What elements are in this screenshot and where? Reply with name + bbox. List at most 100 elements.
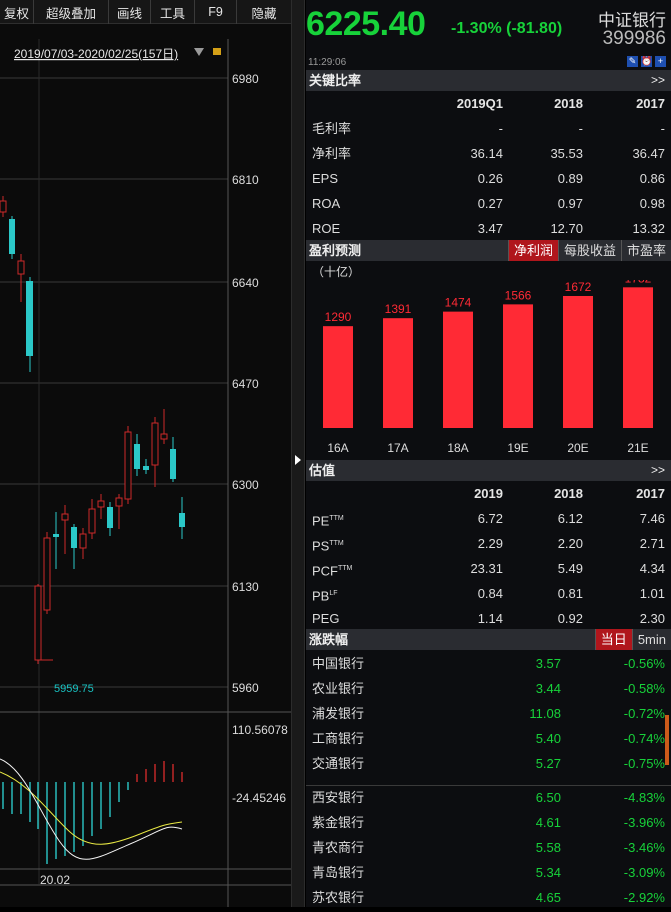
table-cell: 2.20	[557, 536, 583, 551]
table-row: ROE 3.47 12.70 13.32	[306, 216, 671, 241]
toolbar-hide-button[interactable]: 隐藏	[251, 6, 277, 21]
date-range-label[interactable]: 2019/07/03-2020/02/25(157日)	[14, 47, 178, 61]
table-row: PBLF 0.84 0.81 1.01	[306, 581, 671, 606]
tab-pe[interactable]: 市盈率	[620, 240, 671, 261]
lock-icon[interactable]	[213, 48, 221, 55]
bar-value-label: 1566	[505, 288, 532, 302]
forecast-bar	[323, 326, 353, 428]
toolbar-f9-button[interactable]: F9	[195, 0, 237, 24]
bar-value-label: 1672	[565, 280, 592, 294]
stock-row[interactable]: 紫金银行 4.61 -3.96%	[306, 810, 671, 835]
dropdown-arrow-icon[interactable]	[194, 48, 204, 56]
macd-max-label: 110.56078	[232, 723, 288, 737]
row-label: PSTTM	[312, 538, 344, 554]
stock-name: 工商银行	[312, 731, 365, 746]
table-cell: 36.14	[470, 146, 503, 161]
table-cell: 12.70	[550, 221, 583, 236]
row-label: PBLF	[312, 588, 338, 604]
row-label-sup: TTM	[329, 515, 344, 522]
more-link[interactable]: >>	[650, 463, 665, 477]
tab-net-profit[interactable]: 净利润	[507, 240, 558, 261]
table-row: EPS 0.26 0.89 0.86	[306, 166, 671, 191]
kline-panel[interactable]: 复权 超级叠加 画线 工具 F9 隐藏 2019/07/03-2020/02/2…	[0, 0, 291, 907]
low-price-label: 5959.75	[54, 683, 94, 695]
scrollbar-thumb[interactable]	[665, 715, 669, 765]
tab-today[interactable]: 当日	[594, 629, 632, 650]
table-cell: 0.27	[477, 196, 503, 211]
table-cell: 0.98	[639, 196, 665, 211]
bar-category-label: 19E	[507, 441, 528, 455]
forecast-bar	[503, 304, 533, 428]
table-cell: 0.84	[477, 586, 503, 601]
table-row: 净利率 36.14 35.53 36.47	[306, 141, 671, 166]
stock-name: 浦发银行	[312, 706, 365, 721]
stock-row[interactable]: 青农商行 5.58 -3.46%	[306, 835, 671, 860]
stock-row[interactable]: 中国银行 3.57 -0.56%	[306, 651, 671, 676]
stock-name: 中国银行	[312, 656, 365, 671]
section-title: 涨跌幅	[309, 632, 349, 647]
stock-row[interactable]: 西安银行 6.50 -4.83%	[306, 785, 671, 810]
forecast-bar	[443, 311, 473, 428]
stock-row[interactable]: 交通银行 5.27 -0.75%	[306, 751, 671, 776]
table-cell: 0.26	[477, 171, 503, 186]
toolbar-fuquan-button[interactable]: 复权	[0, 0, 34, 24]
stock-change: -4.83%	[623, 790, 665, 805]
toolbar-tools-button[interactable]: 工具	[151, 0, 195, 24]
table-cell: 0.89	[557, 171, 583, 186]
candlestick-chart[interactable]: 2019/07/03-2020/02/25(157日) 6980 6810 66…	[0, 24, 291, 907]
stock-change: -3.09%	[623, 865, 665, 880]
more-link[interactable]: >>	[650, 73, 665, 87]
stock-name: 紫金银行	[312, 815, 365, 830]
stock-row[interactable]: 浦发银行 11.08 -0.72%	[306, 701, 671, 726]
table-cell: 0.86	[639, 171, 665, 186]
panel-splitter[interactable]	[291, 0, 305, 907]
table-cell: 23.31	[470, 561, 503, 576]
add-icon[interactable]: +	[655, 56, 666, 67]
stock-name: 交通银行	[312, 756, 365, 771]
y-tick: 6640	[232, 276, 259, 290]
last-price: 6225.40	[306, 5, 426, 43]
stock-row[interactable]: 苏农银行 4.65 -2.92%	[306, 885, 671, 907]
tab-eps[interactable]: 每股收益	[557, 240, 621, 261]
table-row: PSTTM 2.29 2.20 2.71	[306, 531, 671, 556]
alarm-icon[interactable]: ⏰	[641, 56, 653, 67]
stock-row[interactable]: 青岛银行 5.34 -3.09%	[306, 860, 671, 885]
stock-pe: 4.61	[535, 815, 561, 830]
expand-arrow-icon[interactable]	[295, 455, 301, 465]
forecast-bar	[563, 296, 593, 428]
security-code: 399986	[602, 28, 666, 49]
table-cell: 0.81	[557, 586, 583, 601]
toolbar-overlay-button[interactable]: 超级叠加	[34, 0, 109, 24]
stock-pe: 11.08	[529, 706, 561, 721]
bar-category-label: 17A	[387, 441, 408, 455]
y-tick: 5960	[232, 681, 259, 695]
stock-pe: 5.34	[535, 865, 561, 880]
stock-change: -3.96%	[623, 815, 665, 830]
stock-row[interactable]: 农业银行 3.44 -0.58%	[306, 676, 671, 701]
bar-value-label: 1782	[625, 280, 652, 285]
section-title: 关键比率	[309, 73, 362, 88]
stock-row[interactable]: 工商银行 5.40 -0.74%	[306, 726, 671, 751]
row-label: EPS	[312, 171, 339, 186]
table-cell: 2018	[554, 96, 583, 111]
stock-change: -0.56%	[623, 656, 665, 671]
table-cell: 7.46	[639, 511, 665, 526]
info-panel: 6225.40 -1.30% (-81.80) 中证银行 399986 11:2…	[306, 0, 671, 907]
edit-icon[interactable]: ✎	[627, 56, 638, 67]
bar-category-label: 18A	[447, 441, 468, 455]
toolbar-draw-button[interactable]: 画线	[109, 0, 151, 24]
table-cell: 2019	[474, 486, 503, 501]
table-row: ROA 0.27 0.97 0.98	[306, 191, 671, 216]
tab-5min[interactable]: 5min	[631, 629, 671, 650]
bar-value-label: 1474	[445, 296, 472, 310]
table-cell: 5.49	[557, 561, 583, 576]
stock-name: 西安银行	[312, 790, 365, 805]
row-label-sup: TTM	[329, 540, 344, 547]
y-tick: 6130	[232, 580, 259, 594]
action-icons: ✎ ⏰ +	[627, 56, 666, 67]
section-title: 估值	[309, 463, 336, 478]
row-label: ROE	[312, 221, 341, 236]
dif-line	[0, 758, 183, 860]
stock-pe: 3.57	[535, 656, 561, 671]
price-change: -1.30% (-81.80)	[451, 20, 563, 37]
